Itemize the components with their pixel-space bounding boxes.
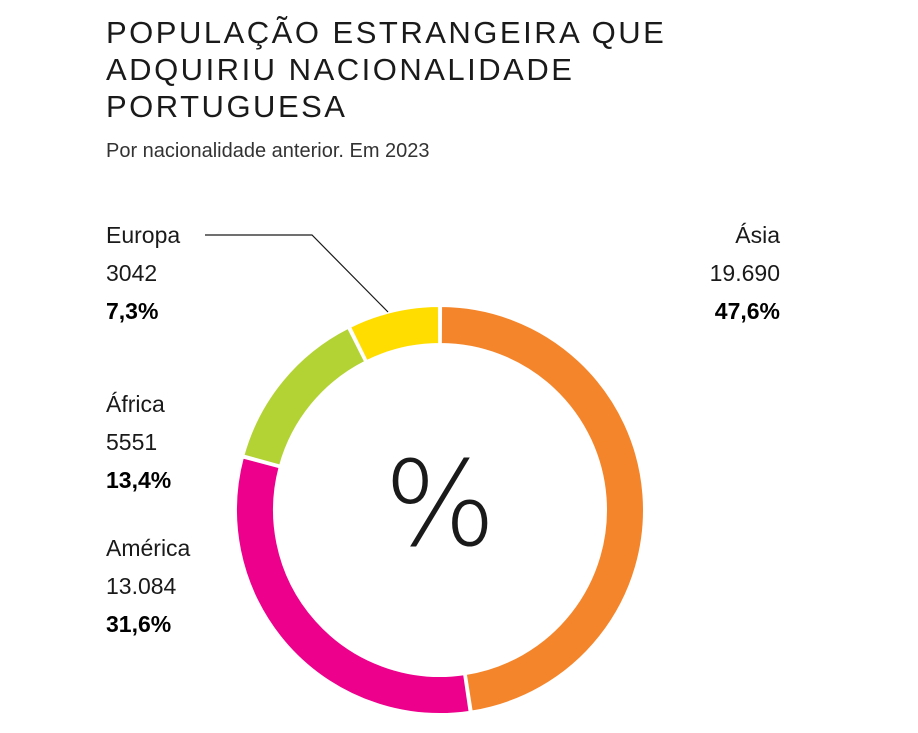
label-america-percent: 31,6% xyxy=(106,611,172,637)
label-africa-name: África xyxy=(106,391,165,417)
center-percent-symbol: % xyxy=(384,435,496,573)
chart-subtitle: Por nacionalidade anterior. Em 2023 xyxy=(106,140,430,162)
donut-slice-america xyxy=(235,456,471,715)
label-america-value: 13.084 xyxy=(106,573,177,599)
europa-leader-line xyxy=(205,234,389,313)
donut-slice-asia xyxy=(439,304,645,713)
label-asia-value: 19.690 xyxy=(709,260,780,286)
label-europa-value: 3042 xyxy=(106,260,158,286)
label-europa-percent: 7,3% xyxy=(106,298,159,324)
label-america: América 13.084 31,6% xyxy=(106,529,190,643)
label-asia-name: Ásia xyxy=(735,222,780,248)
label-asia: Ásia 19.690 47,6% xyxy=(710,216,780,330)
donut-slices xyxy=(235,304,645,715)
label-europa-name: Europa xyxy=(106,222,181,248)
label-europa: Europa 3042 7,3% xyxy=(106,216,180,330)
label-africa: África 5551 13,4% xyxy=(106,385,171,499)
label-africa-value: 5551 xyxy=(106,429,158,455)
label-asia-percent: 47,6% xyxy=(714,298,780,324)
donut-slice-africa xyxy=(242,326,367,467)
label-africa-percent: 13,4% xyxy=(106,467,172,493)
chart-title: POPULAÇÃO ESTRANGEIRA QUE ADQUIRIU NACIO… xyxy=(106,15,667,124)
donut-slice-europa xyxy=(348,304,441,363)
label-america-name: América xyxy=(106,535,191,561)
